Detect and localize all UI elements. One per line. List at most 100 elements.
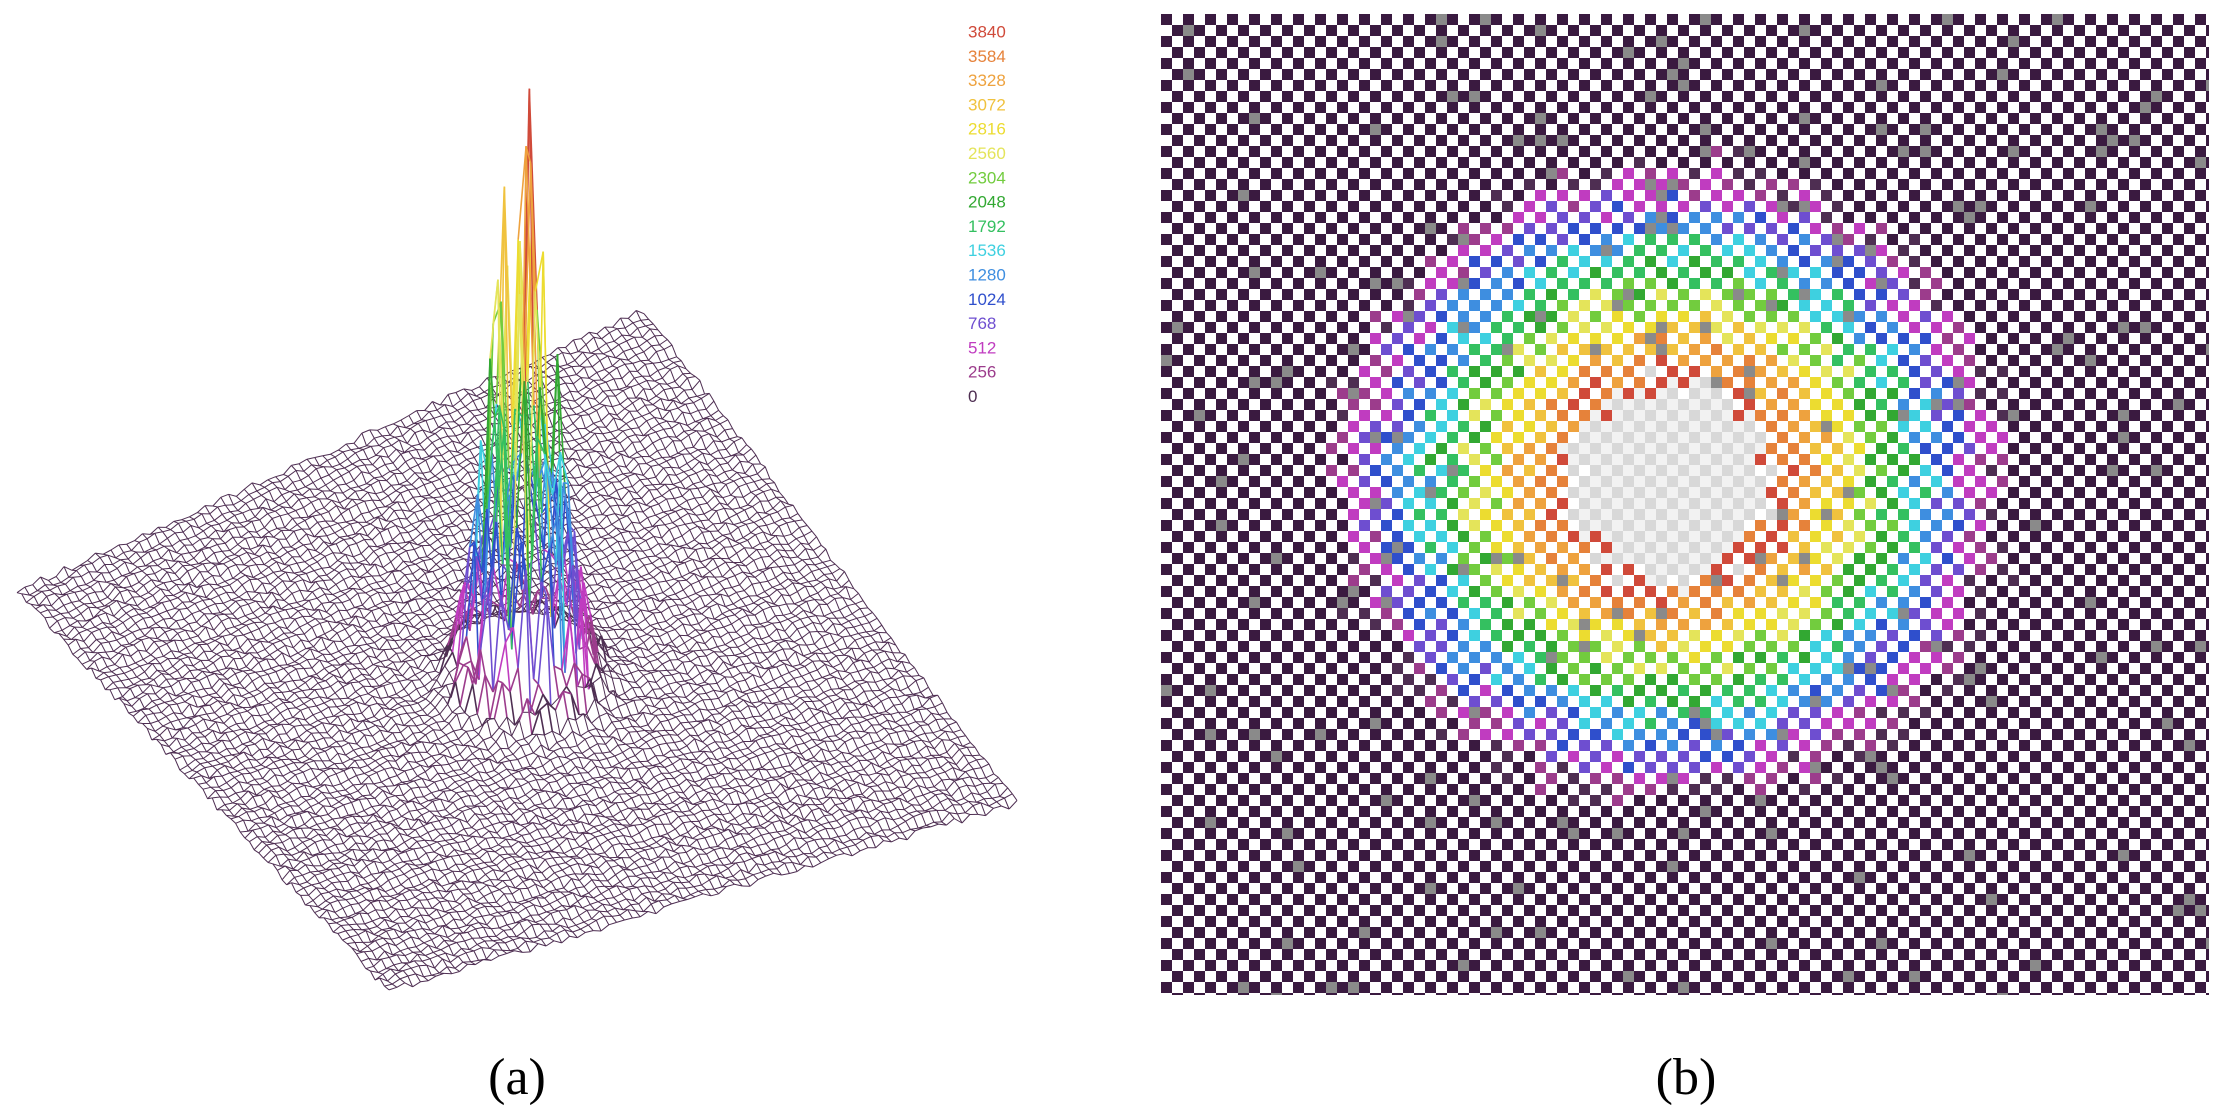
wire xyxy=(412,573,418,581)
wire xyxy=(382,434,391,437)
wire xyxy=(232,536,239,545)
wire xyxy=(554,352,563,358)
wire xyxy=(609,472,616,477)
wire xyxy=(645,498,655,506)
wire xyxy=(266,658,272,669)
wire xyxy=(291,626,300,634)
wire xyxy=(441,620,448,629)
wire xyxy=(213,586,222,590)
wire xyxy=(446,627,452,631)
wire xyxy=(205,588,215,598)
wire xyxy=(393,510,400,519)
wire xyxy=(307,658,316,661)
wire xyxy=(246,516,256,522)
wire xyxy=(142,692,148,695)
wire xyxy=(469,446,478,451)
wire xyxy=(331,499,340,504)
wire xyxy=(686,377,693,390)
wire xyxy=(152,627,158,639)
wire xyxy=(181,713,187,719)
wire xyxy=(112,564,118,569)
wire xyxy=(105,612,111,625)
wire xyxy=(178,678,187,682)
wire xyxy=(245,536,254,539)
wire xyxy=(585,380,594,388)
wire xyxy=(157,559,166,567)
wire xyxy=(354,563,363,571)
wire xyxy=(617,540,626,544)
wire xyxy=(571,408,577,415)
wire xyxy=(601,332,610,340)
wire xyxy=(659,474,669,485)
wire xyxy=(440,568,446,576)
wire xyxy=(580,492,589,502)
wire xyxy=(121,644,127,648)
wire xyxy=(154,531,163,534)
wire xyxy=(296,519,306,526)
wire xyxy=(594,474,600,483)
wire xyxy=(735,454,741,462)
wire xyxy=(646,380,655,382)
wire xyxy=(100,679,106,690)
wire xyxy=(283,665,292,669)
wire xyxy=(404,613,410,622)
wire xyxy=(110,618,119,625)
wire xyxy=(683,389,690,399)
wire xyxy=(639,478,648,481)
wire xyxy=(269,576,279,585)
wire xyxy=(633,377,640,385)
wire xyxy=(623,351,629,361)
wire xyxy=(464,440,474,448)
wire xyxy=(212,505,218,508)
wire xyxy=(689,413,696,422)
wire xyxy=(52,582,61,586)
wire xyxy=(419,601,429,610)
wire xyxy=(601,372,610,381)
wire xyxy=(574,476,583,479)
wire xyxy=(427,479,433,483)
wire xyxy=(154,693,161,700)
wire xyxy=(561,396,568,401)
wire xyxy=(304,561,310,567)
wire xyxy=(469,409,478,412)
wire xyxy=(643,345,652,353)
wire xyxy=(426,516,433,522)
wire xyxy=(368,507,378,513)
wire xyxy=(346,442,355,445)
wire xyxy=(398,554,404,562)
wire xyxy=(702,496,708,504)
wire xyxy=(362,563,368,573)
wire xyxy=(225,658,235,669)
wire xyxy=(171,540,181,547)
wire xyxy=(609,540,618,548)
wire xyxy=(696,468,705,474)
wire xyxy=(696,513,705,516)
wire xyxy=(651,345,657,352)
wire xyxy=(422,429,431,434)
wire xyxy=(182,718,192,728)
wire xyxy=(94,626,100,630)
wire xyxy=(221,513,228,521)
wire xyxy=(211,716,220,722)
wire xyxy=(77,584,86,587)
wire xyxy=(79,560,88,567)
wire xyxy=(288,602,297,605)
wire xyxy=(318,574,327,577)
wire xyxy=(448,560,457,565)
wire xyxy=(302,544,309,550)
wire xyxy=(475,429,482,436)
wire xyxy=(615,357,621,360)
wire xyxy=(335,654,344,660)
wire xyxy=(339,458,348,465)
wire xyxy=(413,588,420,596)
wire xyxy=(697,448,706,451)
wire xyxy=(598,481,605,489)
wire xyxy=(725,484,732,496)
wire xyxy=(611,481,620,483)
wire xyxy=(379,575,385,582)
wire xyxy=(180,656,189,660)
wire xyxy=(594,472,603,475)
wire xyxy=(381,547,387,554)
wire xyxy=(357,521,364,528)
wire xyxy=(275,668,284,673)
